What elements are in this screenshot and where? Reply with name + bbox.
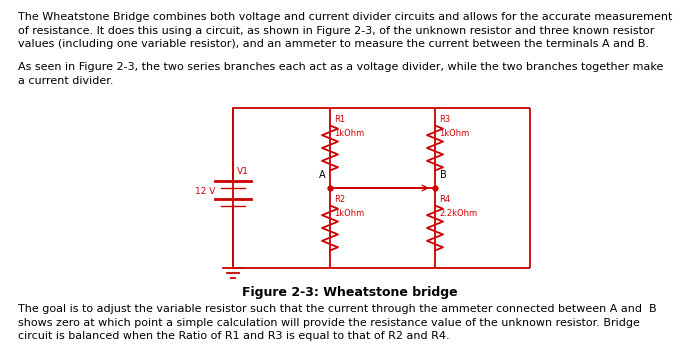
Text: V1: V1 bbox=[237, 167, 249, 176]
Text: 1kOhm: 1kOhm bbox=[334, 129, 364, 138]
Text: The Wheatstone Bridge combines both voltage and current divider circuits and all: The Wheatstone Bridge combines both volt… bbox=[18, 12, 673, 22]
Text: values (including one variable resistor), and an ammeter to measure the current : values (including one variable resistor)… bbox=[18, 39, 649, 49]
Text: 1kOhm: 1kOhm bbox=[334, 209, 364, 217]
Text: a current divider.: a current divider. bbox=[18, 75, 113, 86]
Text: B: B bbox=[440, 170, 447, 180]
Text: As seen in Figure 2-3, the two series branches each act as a voltage divider, wh: As seen in Figure 2-3, the two series br… bbox=[18, 62, 664, 72]
Text: A: A bbox=[318, 170, 326, 180]
Text: of resistance. It does this using a circuit, as shown in Figure 2-3, of the unkn: of resistance. It does this using a circ… bbox=[18, 26, 655, 35]
Text: shows zero at which point a simple calculation will provide the resistance value: shows zero at which point a simple calcu… bbox=[18, 318, 640, 327]
Text: 2.2kOhm: 2.2kOhm bbox=[439, 209, 477, 217]
Text: R3: R3 bbox=[439, 114, 450, 123]
Text: R4: R4 bbox=[439, 195, 450, 204]
Text: Figure 2-3: Wheatstone bridge: Figure 2-3: Wheatstone bridge bbox=[242, 286, 458, 299]
Text: The goal is to adjust the variable resistor such that the current through the am: The goal is to adjust the variable resis… bbox=[18, 304, 657, 314]
Text: 12 V: 12 V bbox=[195, 187, 216, 196]
Text: circuit is balanced when the Ratio of R1 and R3 is equal to that of R2 and R4.: circuit is balanced when the Ratio of R1… bbox=[18, 331, 449, 341]
Text: R2: R2 bbox=[334, 195, 345, 204]
Text: R1: R1 bbox=[334, 114, 345, 123]
Text: 1kOhm: 1kOhm bbox=[439, 129, 469, 138]
